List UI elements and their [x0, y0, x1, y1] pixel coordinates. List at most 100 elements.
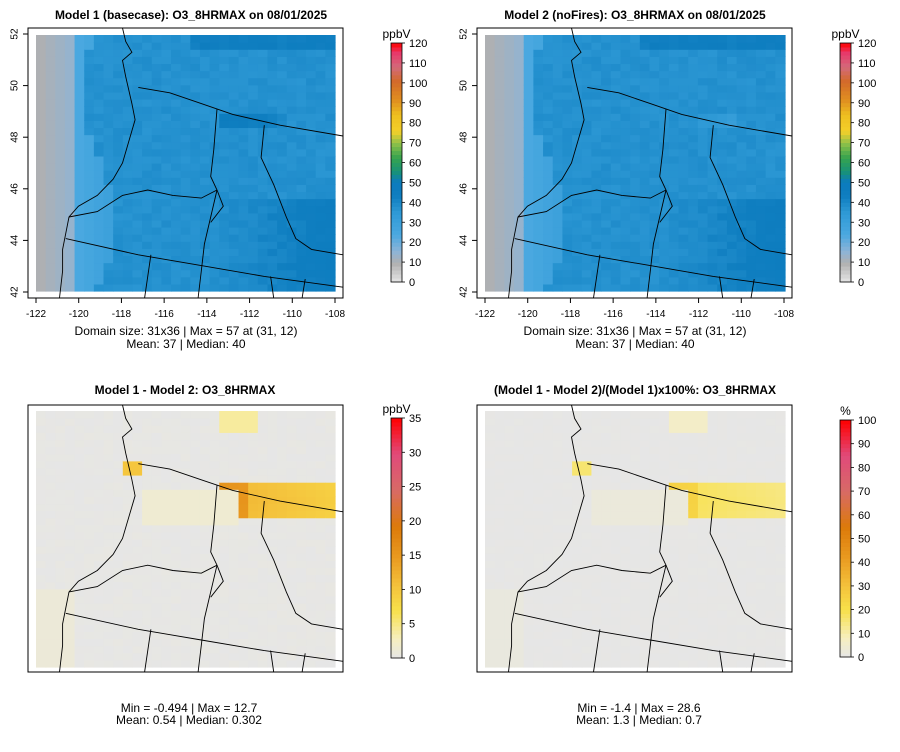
heatmap-cell: [504, 588, 515, 597]
heatmap-cell: [678, 127, 689, 136]
heatmap-cell: [523, 155, 534, 164]
colorbar-swatch: [840, 142, 851, 148]
heatmap-cell: [209, 645, 220, 654]
heatmap-cell: [639, 581, 651, 590]
heatmap-cell: [180, 411, 191, 419]
heatmap-cell: [277, 198, 288, 207]
heatmap-cell: [142, 610, 153, 618]
heatmap-cell: [591, 475, 602, 483]
heatmap-cell: [132, 425, 143, 433]
heatmap-cell: [180, 141, 191, 150]
heatmap-cell: [746, 510, 757, 519]
colorbar-swatch: [840, 198, 851, 203]
heatmap-cell: [678, 262, 689, 271]
heatmap-cell: [113, 503, 124, 512]
heatmap-cell: [543, 574, 554, 583]
heatmap-cell: [736, 106, 747, 114]
heatmap-cell: [45, 524, 56, 533]
heatmap-cell: [591, 63, 602, 72]
heatmap-cell: [228, 475, 240, 483]
heatmap-cell: [151, 120, 162, 129]
heatmap-cell: [726, 49, 738, 57]
colorbar-swatch: [840, 226, 851, 231]
heatmap-cell: [190, 276, 201, 285]
heatmap-cell: [93, 659, 105, 668]
heatmap-cell: [707, 524, 718, 533]
heatmap-cell: [649, 624, 660, 633]
heatmap-cell: [132, 652, 143, 661]
heatmap-cell: [523, 127, 534, 136]
heatmap-cell: [678, 170, 689, 178]
heatmap-cell: [93, 255, 105, 264]
heatmap-cell: [746, 617, 757, 625]
heatmap-cell: [543, 134, 554, 143]
heatmap-cell: [55, 496, 66, 505]
colorbar-swatch: [391, 234, 402, 239]
heatmap-cell: [267, 219, 278, 228]
heatmap-cell: [514, 475, 525, 483]
heatmap-cell: [562, 70, 573, 79]
heatmap-cell: [601, 610, 612, 618]
heatmap-cell: [267, 432, 278, 441]
heatmap-cell: [668, 432, 680, 441]
heatmap-cell: [707, 198, 718, 207]
heatmap-cell: [620, 610, 631, 618]
colorbar-swatch: [840, 250, 851, 255]
heatmap-cell: [45, 148, 56, 157]
heatmap-cell: [142, 453, 153, 462]
heatmap-cell: [755, 631, 767, 640]
heatmap-cell: [171, 581, 182, 590]
heatmap-cell: [55, 425, 66, 433]
heatmap-cell: [775, 49, 786, 57]
heatmap-cell: [296, 610, 307, 618]
heatmap-cell: [514, 184, 525, 193]
heatmap-cell: [113, 106, 124, 114]
heatmap-cell: [688, 269, 699, 278]
heatmap-cell: [238, 588, 249, 597]
heatmap-cell: [103, 77, 114, 86]
heatmap-cell: [668, 631, 680, 640]
heatmap-cell: [219, 56, 230, 65]
heatmap-cell: [74, 460, 85, 469]
heatmap-cell: [688, 645, 699, 654]
heatmap-cell: [755, 489, 767, 497]
heatmap-cell: [523, 659, 534, 668]
heatmap-cell: [485, 482, 496, 490]
heatmap-cell: [678, 241, 689, 249]
heatmap-cell: [84, 475, 95, 483]
heatmap-cell: [238, 432, 249, 441]
heatmap-cell: [697, 205, 709, 214]
colorbar-swatch: [391, 242, 402, 247]
heatmap-cell: [315, 106, 326, 114]
heatmap-cell: [736, 63, 747, 72]
heatmap-cell: [707, 603, 718, 611]
heatmap-cell: [639, 269, 651, 278]
colorbar-swatch: [840, 266, 851, 271]
heatmap-cell: [84, 120, 95, 129]
heatmap-cell: [504, 567, 515, 576]
heatmap-cell: [494, 134, 505, 143]
heatmap-cell: [36, 659, 47, 668]
heatmap-cell: [639, 617, 651, 625]
heatmap-cell: [610, 77, 622, 86]
heatmap-cell: [620, 425, 631, 433]
heatmap-cell: [697, 227, 709, 235]
heatmap-cell: [257, 617, 269, 625]
heatmap-cell: [93, 411, 105, 419]
heatmap-cell: [296, 453, 307, 462]
heatmap-cell: [286, 177, 298, 185]
heatmap-cell: [514, 198, 525, 207]
heatmap-cell: [277, 234, 288, 242]
heatmap-cell: [746, 411, 757, 419]
heatmap-cell: [171, 177, 182, 185]
heatmap-cell: [678, 467, 689, 476]
heatmap-cell: [746, 241, 757, 249]
heatmap-cell: [697, 567, 709, 576]
heatmap-cell: [765, 155, 776, 164]
heatmap-cell: [572, 269, 583, 278]
heatmap-cell: [514, 77, 525, 86]
heatmap-cell: [64, 581, 76, 590]
heatmap-cell: [649, 574, 660, 583]
heatmap-cell: [630, 56, 641, 65]
heatmap-cell: [630, 659, 641, 668]
